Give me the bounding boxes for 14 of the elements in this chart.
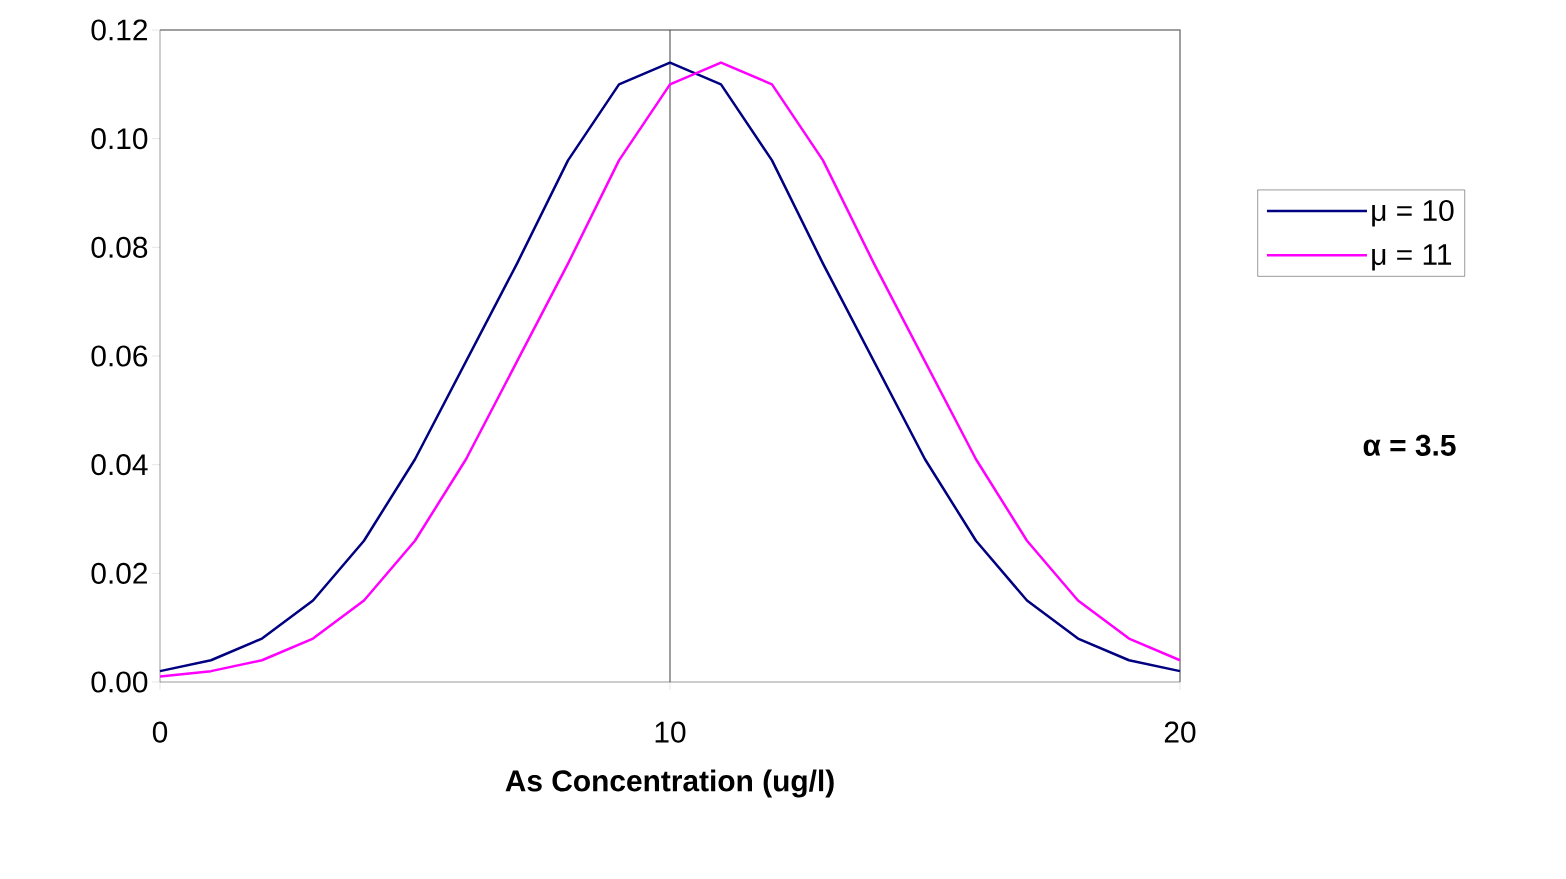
y-tick-label: 0.04 xyxy=(91,454,148,476)
x-tick-label: 10 xyxy=(655,721,686,743)
x-tick-label: 0 xyxy=(152,721,168,743)
legend-label: μ = 11 xyxy=(1372,244,1452,271)
x-axis-title: As Concentration (ug/l) xyxy=(505,769,834,798)
y-tick-label: 0.06 xyxy=(91,345,148,367)
y-tick-label: 0.00 xyxy=(91,671,148,693)
y-tick-label: 0.02 xyxy=(91,562,147,584)
y-tick-label: 0.10 xyxy=(91,128,148,150)
y-tick-label: 0.12 xyxy=(91,19,147,41)
legend-label: μ = 10 xyxy=(1372,199,1454,227)
text: α = 3.5 xyxy=(1363,434,1456,456)
x-tick-label: 20 xyxy=(1164,721,1196,743)
y-tick-label: 0.08 xyxy=(91,236,148,258)
